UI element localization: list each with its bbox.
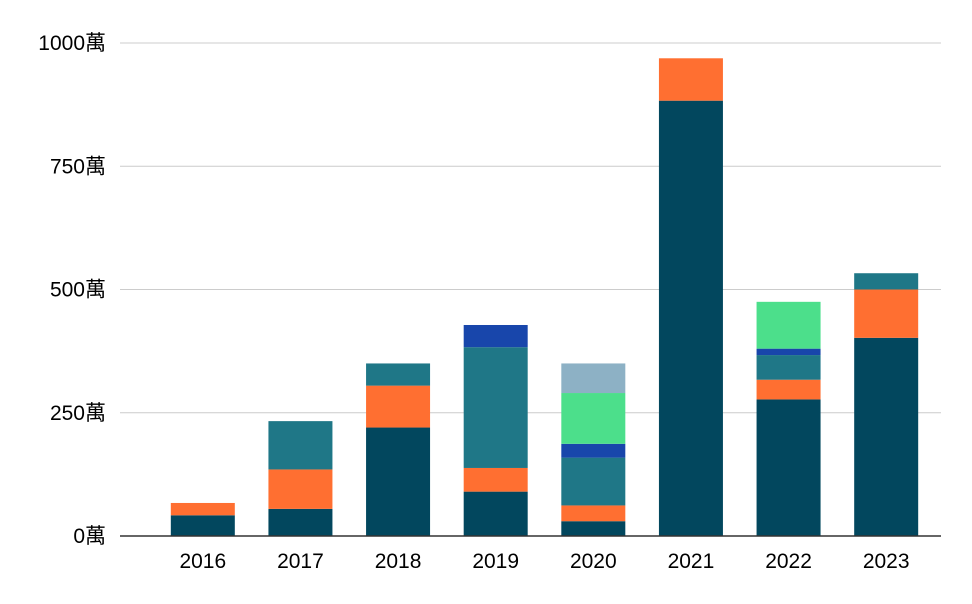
bar-segment-2018-s1 [366, 427, 431, 536]
x-tick-label: 2016 [179, 550, 226, 573]
y-tick-label: 1000萬 [38, 32, 106, 55]
bar-segment-2018-s2 [366, 385, 431, 428]
bar-segment-2022-s4 [756, 348, 821, 356]
bar-segment-2020-s5 [561, 393, 626, 444]
bar-segment-2019-s1 [463, 491, 528, 536]
y-tick-label: 500萬 [50, 279, 106, 302]
bar-segment-2017-s1 [268, 508, 333, 536]
x-tick-label: 2023 [863, 550, 910, 573]
bar-segment-2019-s4 [463, 324, 528, 348]
bar-segment-2016-s1 [170, 515, 235, 536]
y-tick-label: 0萬 [73, 525, 106, 548]
x-tick-label: 2018 [375, 550, 422, 573]
bar-segment-2020-s3 [561, 457, 626, 506]
x-tick-label: 2019 [472, 550, 519, 573]
bar-segment-2022-s5 [756, 301, 821, 349]
bar-segment-2020-s1 [561, 521, 626, 536]
bar-segment-2020-s4 [561, 443, 626, 458]
bar-segment-2020-s2 [561, 505, 626, 522]
bar-segment-2017-s3 [268, 421, 333, 470]
x-tick-label: 2017 [277, 550, 324, 573]
bar-segment-2022-s2 [756, 379, 821, 400]
bar-segment-2022-s1 [756, 399, 821, 536]
bar-segment-2023-s1 [854, 337, 919, 536]
x-tick-label: 2022 [765, 550, 812, 573]
bar-segment-2021-s2 [658, 58, 723, 101]
bar-segment-2017-s2 [268, 469, 333, 509]
x-tick-label: 2020 [570, 550, 617, 573]
bar-segment-2016-s2 [170, 502, 235, 516]
bars [170, 58, 919, 536]
bar-segment-2018-s3 [366, 363, 431, 386]
bar-segment-2022-s3 [756, 355, 821, 380]
bar-segment-2020-s6 [561, 363, 626, 394]
bar-segment-2023-s2 [854, 289, 919, 338]
bar-segment-2021-s1 [658, 100, 723, 536]
bar-segment-2019-s2 [463, 467, 528, 492]
bar-segment-2023-s3 [854, 273, 919, 290]
y-tick-label: 750萬 [50, 155, 106, 178]
bar-segment-2019-s3 [463, 347, 528, 468]
y-tick-label: 250萬 [50, 402, 106, 425]
tick-labels: 0萬 250萬 500萬 750萬 1000萬 2016 2017 2018 2019 2020 2… [38, 32, 909, 573]
x-tick-label: 2021 [668, 550, 715, 573]
